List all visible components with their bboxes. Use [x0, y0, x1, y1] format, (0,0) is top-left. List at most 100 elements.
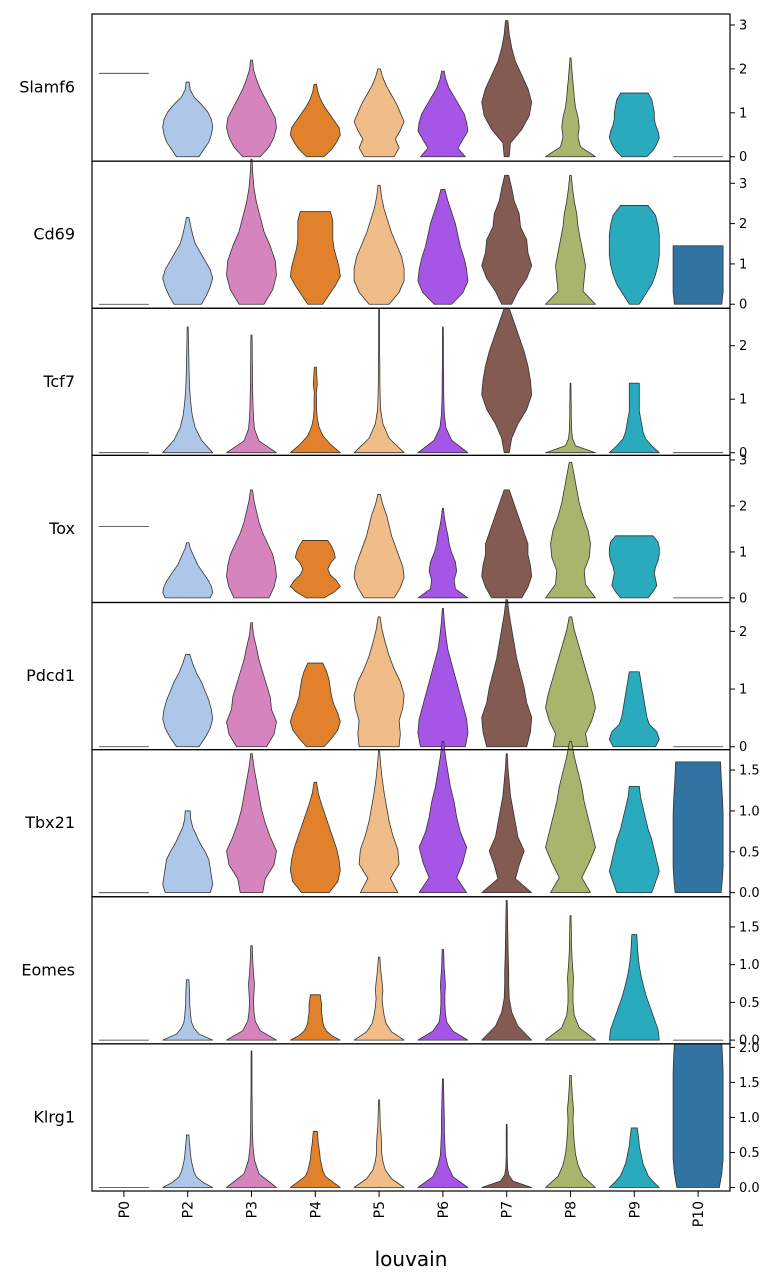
violin-cd69-p4 — [289, 211, 341, 305]
gene-label: Cd69 — [33, 225, 75, 244]
y-tick-label: 1.5 — [739, 1076, 760, 1091]
y-tick-label: 0 — [739, 150, 747, 165]
violin-tcf7-p6 — [417, 326, 469, 454]
violin-eomes-p6 — [417, 949, 469, 1041]
violin-klrg1-p7 — [481, 1124, 533, 1188]
x-tick-label-p3: P3 — [245, 1201, 261, 1218]
violin-cd69-p9 — [608, 205, 660, 305]
violin-tcf7-p7 — [481, 307, 533, 454]
violin-klrg1-p9 — [608, 1127, 660, 1188]
violin-tox-p3 — [226, 489, 277, 599]
y-tick-label: 1.5 — [739, 920, 760, 935]
y-tick-label: 0.0 — [739, 1181, 760, 1196]
gene-label: Klrg1 — [33, 1107, 75, 1126]
gene-label: Tcf7 — [42, 372, 75, 391]
violin-cd69-p3 — [226, 158, 277, 305]
violin-cd69-p2 — [162, 217, 214, 305]
gene-panels: Slamf6 0 1 2 3 Cd69 0 1 2 3 Tcf7 0 1 2 Tox 0 1 2 3 Pdcd1 0 1 2… — [19, 13, 760, 1196]
gene-label: Tbx21 — [24, 813, 75, 832]
x-tick-label-p7: P7 — [500, 1201, 516, 1218]
y-tick-label: 0.5 — [739, 845, 760, 860]
gene-panel-klrg1: Klrg1 0.0 0.5 1.0 1.5 2.0 — [33, 1041, 759, 1196]
x-tick-label-p9: P9 — [627, 1201, 643, 1218]
x-tick-label-p2: P2 — [181, 1201, 197, 1218]
violin-tcf7-p4 — [289, 366, 341, 454]
violin-pdcd1-p2 — [162, 654, 214, 748]
violin-slamf6-p2 — [162, 81, 214, 158]
y-tick-label: 2.0 — [739, 1041, 760, 1056]
violin-klrg1-p2 — [162, 1134, 214, 1188]
violin-klrg1-p10 — [672, 1043, 724, 1188]
violin-slamf6-p5 — [353, 68, 405, 158]
gene-panel-slamf6: Slamf6 0 1 2 3 — [19, 13, 747, 165]
violin-pdcd1-p3 — [226, 622, 277, 748]
violin-tbx21-p6 — [418, 741, 468, 894]
violin-cd69-p5 — [353, 184, 405, 305]
y-tick-label: 2 — [739, 339, 747, 354]
violin-pdcd1-p6 — [417, 607, 469, 748]
gene-panel-tcf7: Tcf7 0 1 2 — [42, 307, 747, 461]
y-tick-label: 3 — [739, 18, 747, 33]
violin-pdcd1-p8 — [545, 616, 596, 748]
y-tick-label: 2 — [739, 217, 747, 232]
violin-tbx21-p9 — [608, 786, 660, 894]
violin-slamf6-p9 — [608, 92, 660, 158]
y-tick-label: 1 — [739, 545, 747, 560]
violin-eomes-p9 — [608, 934, 660, 1041]
violin-tox-p5 — [353, 494, 405, 599]
violin-klrg1-p3 — [226, 1050, 277, 1188]
violin-tbx21-p4 — [289, 781, 341, 894]
violin-tox-p4 — [289, 540, 341, 599]
violin-pdcd1-p5 — [353, 616, 405, 748]
violin-cd69-p10 — [672, 245, 724, 305]
violin-klrg1-p8 — [545, 1075, 596, 1188]
violin-eomes-p7 — [481, 900, 533, 1041]
violin-pdcd1-p4 — [289, 662, 341, 748]
gene-panel-tbx21: Tbx21 0.0 0.5 1.0 1.5 — [24, 741, 760, 901]
y-tick-label: 0.0 — [739, 886, 760, 901]
violin-slamf6-p7 — [481, 20, 533, 158]
violin-tox-p8 — [545, 461, 596, 599]
y-tick-label: 1 — [739, 683, 747, 698]
violin-klrg1-p5 — [353, 1099, 405, 1188]
violin-eomes-p4 — [289, 994, 341, 1041]
x-tick-label-p10: P10 — [691, 1201, 707, 1227]
gene-panel-cd69: Cd69 0 1 2 3 — [33, 158, 747, 313]
violin-tox-p2 — [162, 542, 214, 599]
violin-tox-p6 — [417, 507, 469, 599]
x-tick-label-p0: P0 — [117, 1201, 133, 1218]
violin-tbx21-p2 — [162, 810, 214, 894]
y-tick-label: 3 — [739, 177, 747, 192]
violin-pdcd1-p9 — [608, 671, 660, 748]
violin-eomes-p2 — [162, 979, 214, 1041]
y-tick-label: 0 — [739, 298, 747, 313]
y-tick-label: 0.5 — [739, 1146, 760, 1161]
gene-label: Slamf6 — [19, 78, 75, 97]
violin-tbx21-p5 — [358, 749, 400, 894]
violin-cd69-p6 — [417, 188, 469, 305]
y-tick-label: 1.0 — [739, 804, 760, 819]
y-tick-label: 3 — [739, 453, 747, 468]
gene-panel-tox: Tox 0 1 2 3 — [48, 453, 747, 606]
violin-slamf6-p8 — [545, 57, 596, 158]
y-tick-label: 2 — [739, 62, 747, 77]
violin-eomes-p3 — [226, 945, 277, 1041]
violin-tbx21-p3 — [226, 753, 277, 894]
y-tick-label: 1.0 — [739, 1111, 760, 1126]
violin-eomes-p8 — [545, 915, 596, 1041]
y-tick-label: 0 — [739, 740, 747, 755]
y-tick-label: 0 — [739, 591, 747, 606]
violin-tbx21-p8 — [545, 741, 596, 894]
y-tick-label: 1 — [739, 106, 747, 121]
violin-cd69-p8 — [545, 174, 596, 305]
y-tick-label: 1.5 — [739, 764, 760, 779]
violin-cd69-p7 — [481, 174, 533, 305]
violin-klrg1-p6 — [417, 1078, 469, 1188]
violin-tcf7-p8 — [545, 382, 596, 454]
violin-slamf6-p6 — [417, 70, 469, 158]
y-tick-label: 1.0 — [739, 958, 760, 973]
y-tick-label: 1 — [739, 393, 747, 408]
violin-tcf7-p3 — [226, 334, 277, 454]
violin-pdcd1-p7 — [481, 599, 533, 748]
